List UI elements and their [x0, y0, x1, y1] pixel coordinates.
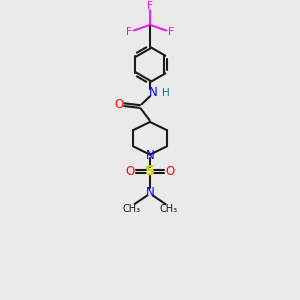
Text: F: F [147, 1, 153, 11]
Text: O: O [115, 98, 124, 111]
Text: F: F [126, 27, 132, 37]
Text: N: N [149, 86, 158, 99]
Text: O: O [165, 165, 174, 178]
Text: CH₃: CH₃ [122, 204, 140, 214]
Text: H: H [163, 88, 170, 98]
Text: S: S [145, 164, 155, 178]
Text: N: N [146, 148, 154, 162]
Text: N: N [146, 186, 154, 199]
Text: CH₃: CH₃ [160, 204, 178, 214]
Text: F: F [168, 27, 174, 37]
Text: O: O [126, 165, 135, 178]
